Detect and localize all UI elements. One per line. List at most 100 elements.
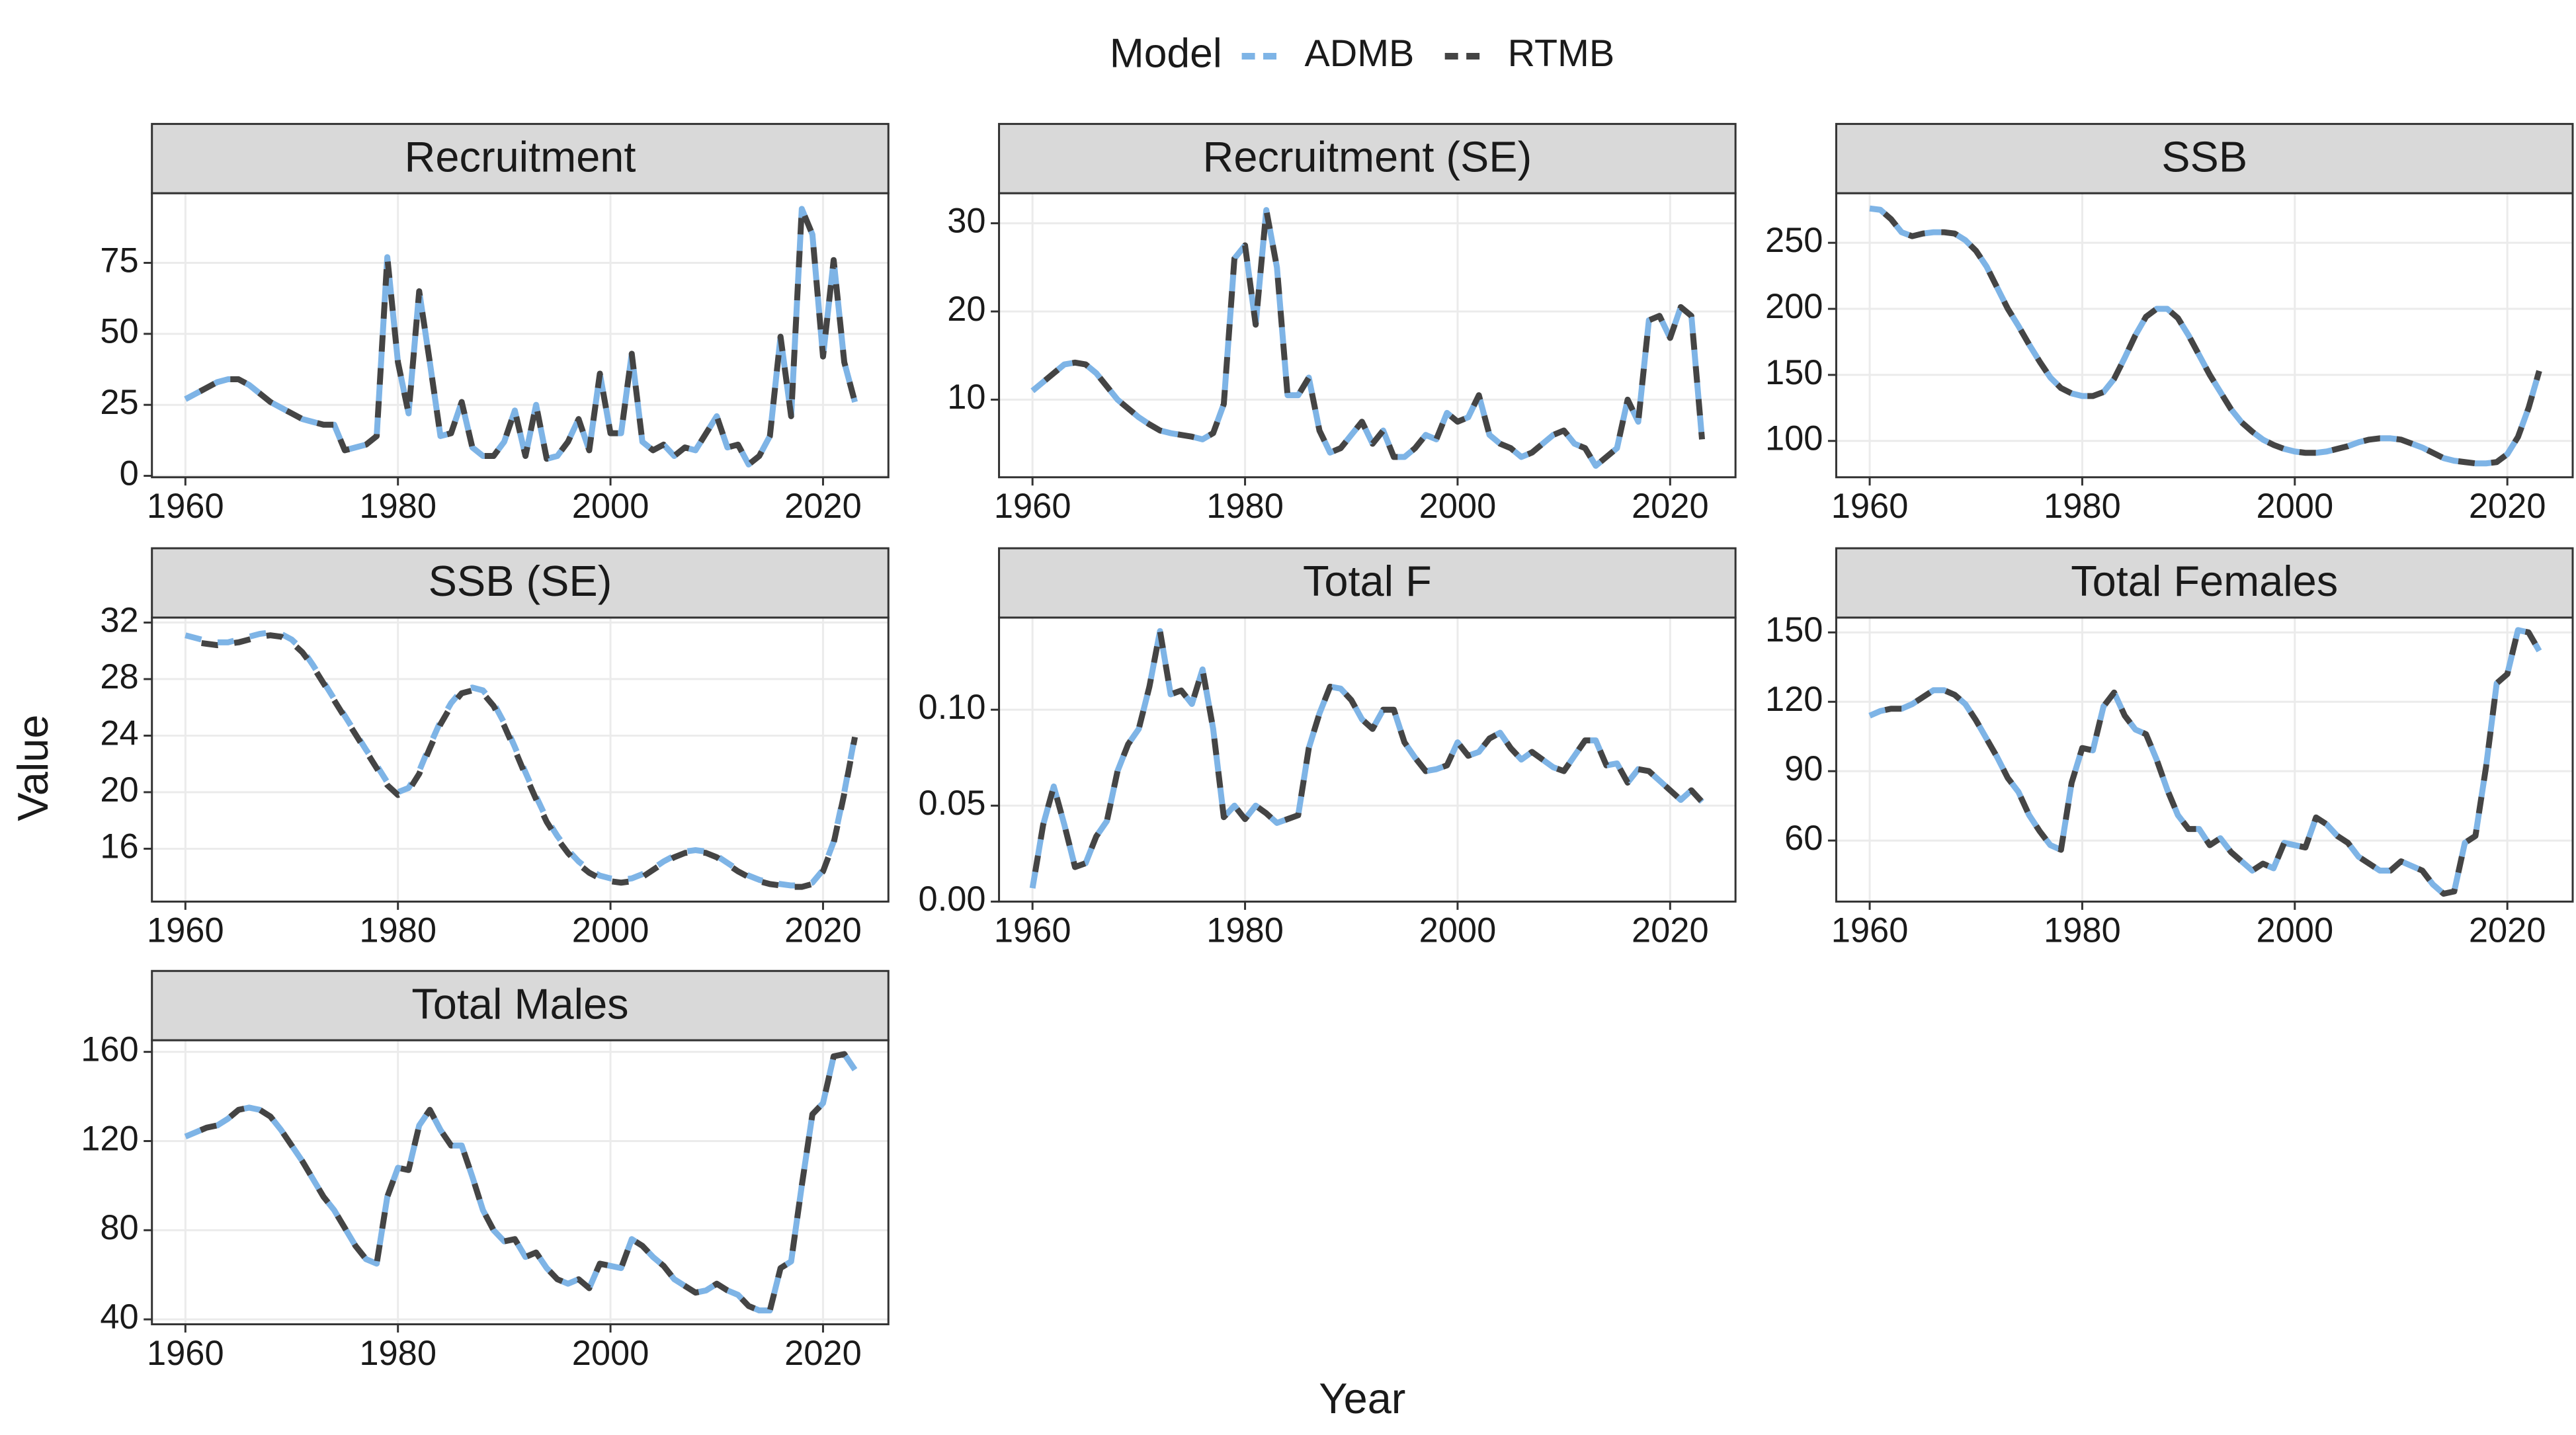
y-tick-label: 30 xyxy=(947,202,985,240)
data-line xyxy=(1868,627,2542,897)
x-tick-label: 1980 xyxy=(1206,912,1284,950)
data-line xyxy=(185,632,858,890)
panel-title: SSB (SE) xyxy=(429,557,612,605)
panel-border xyxy=(151,1039,890,1326)
x-tick-label: 2020 xyxy=(2469,912,2546,950)
y-tick-label: 0.00 xyxy=(919,880,986,919)
panel-title: Total Females xyxy=(2071,557,2338,605)
y-tick-label: 200 xyxy=(1765,288,1823,326)
panel-title: SSB xyxy=(2161,132,2247,181)
y-tick-label: 50 xyxy=(100,313,138,351)
plot-area xyxy=(1836,617,2573,902)
y-tick-label: 100 xyxy=(1765,420,1823,458)
x-tick-label: 1960 xyxy=(994,912,1071,950)
data-line xyxy=(1030,207,1705,469)
strip xyxy=(998,122,1737,194)
strip xyxy=(1835,547,2574,619)
panel-border xyxy=(1835,616,2574,903)
x-axis-title: Year xyxy=(1319,1374,1405,1422)
x-tick-label: 2020 xyxy=(1632,912,1709,950)
x-tick-label: 1980 xyxy=(2044,912,2121,950)
x-tick-label: 1960 xyxy=(147,912,224,950)
panel-title: Total Males xyxy=(411,979,628,1028)
panel-title: Recruitment (SE) xyxy=(1202,132,1532,181)
x-tick-label: 2020 xyxy=(784,1334,862,1373)
strip xyxy=(1835,122,2574,194)
x-tick-label: 1960 xyxy=(1831,487,1909,526)
data-line xyxy=(1869,205,2542,467)
data-line xyxy=(1868,627,2542,897)
y-tick-label: 0.10 xyxy=(919,688,986,727)
x-tick-label: 1960 xyxy=(147,1334,224,1373)
x-tick-label: 1980 xyxy=(359,912,436,950)
plot-area xyxy=(151,1040,889,1325)
x-tick-label: 2020 xyxy=(784,912,862,950)
y-tick-label: 80 xyxy=(100,1209,138,1247)
y-tick-label: 0.05 xyxy=(919,784,986,823)
y-tick-label: 40 xyxy=(100,1298,138,1336)
panel-border xyxy=(151,192,890,479)
x-tick-label: 2020 xyxy=(1632,487,1709,526)
x-tick-label: 2000 xyxy=(2256,912,2333,950)
panel-border xyxy=(998,616,1737,903)
x-tick-label: 2020 xyxy=(2469,487,2546,526)
y-tick-label: 250 xyxy=(1765,222,1823,260)
legend-label: ADMB xyxy=(1304,32,1414,75)
y-tick-label: 24 xyxy=(100,714,138,753)
y-tick-label: 32 xyxy=(100,601,138,639)
y-tick-label: 20 xyxy=(100,771,138,809)
y-tick-label: 150 xyxy=(1765,611,1823,649)
panel-title: Total F xyxy=(1303,557,1432,605)
y-tick-label: 25 xyxy=(100,384,138,422)
x-tick-label: 1960 xyxy=(1831,912,1909,950)
data-line xyxy=(1029,628,1704,889)
x-tick-label: 2000 xyxy=(2256,487,2333,526)
data-line xyxy=(1869,205,2542,467)
y-tick-label: 120 xyxy=(1765,680,1823,719)
x-tick-label: 1980 xyxy=(1206,487,1284,526)
y-axis-title: Value xyxy=(9,715,57,821)
x-tick-label: 2000 xyxy=(572,1334,649,1373)
x-tick-label: 1980 xyxy=(2044,487,2121,526)
data-line xyxy=(184,206,858,468)
x-tick-label: 1960 xyxy=(147,487,224,526)
x-tick-label: 2000 xyxy=(572,487,649,526)
data-line xyxy=(184,1051,858,1314)
panel-border xyxy=(1835,192,2574,479)
x-tick-label: 2020 xyxy=(784,487,862,526)
legend-label: RTMB xyxy=(1508,32,1615,75)
plot-area xyxy=(1836,193,2573,477)
data-line xyxy=(1029,628,1704,889)
y-tick-label: 90 xyxy=(1784,750,1823,788)
strip xyxy=(151,547,890,619)
strip xyxy=(151,122,890,194)
panel-border xyxy=(151,616,890,903)
x-tick-label: 1980 xyxy=(359,487,436,526)
panel-title: Recruitment xyxy=(405,132,636,181)
x-tick-label: 2000 xyxy=(572,912,649,950)
data-line xyxy=(184,206,858,468)
x-tick-label: 1960 xyxy=(994,487,1071,526)
data-line xyxy=(184,1051,858,1314)
x-tick-label: 2000 xyxy=(1419,487,1497,526)
y-tick-label: 20 xyxy=(947,290,985,329)
x-tick-label: 1980 xyxy=(359,1334,436,1373)
plot-area xyxy=(999,617,1736,902)
y-tick-label: 150 xyxy=(1765,354,1823,392)
y-tick-label: 28 xyxy=(100,658,138,696)
y-tick-label: 60 xyxy=(1784,819,1823,858)
y-tick-label: 10 xyxy=(947,378,985,417)
panel-border xyxy=(998,192,1737,479)
y-tick-label: 16 xyxy=(100,827,138,866)
strip xyxy=(998,547,1737,619)
y-tick-label: 75 xyxy=(100,241,138,280)
y-tick-label: 120 xyxy=(81,1120,138,1158)
strip xyxy=(151,969,890,1042)
x-tick-label: 2000 xyxy=(1419,912,1497,950)
y-tick-label: 160 xyxy=(81,1030,138,1069)
data-line xyxy=(1030,207,1705,469)
y-tick-label: 0 xyxy=(120,454,139,493)
legend-title: Model xyxy=(1110,31,1222,77)
